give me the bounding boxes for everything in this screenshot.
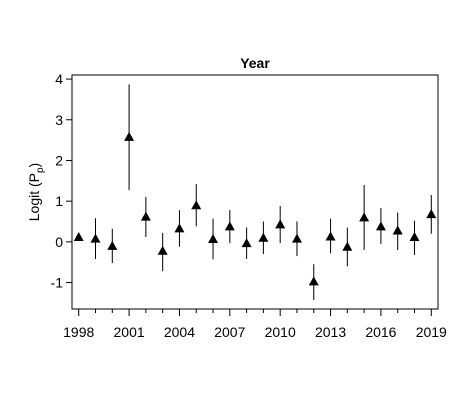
data-point-marker — [392, 225, 403, 235]
x-tick-label: 2019 — [416, 324, 447, 340]
data-point-marker — [275, 219, 286, 229]
y-tick-label: 0 — [55, 234, 63, 250]
y-tick-label: 2 — [55, 152, 63, 168]
data-point-marker — [291, 233, 302, 243]
data-point-marker — [325, 231, 336, 241]
y-tick-label: 3 — [55, 112, 63, 128]
x-tick-label: 2013 — [315, 324, 346, 340]
y-axis-label: Logit (Pp) — [26, 163, 46, 221]
y-axis-label-suffix: ) — [26, 163, 42, 168]
data-point-marker — [140, 211, 151, 221]
data-point-marker — [409, 231, 420, 241]
data-point-marker — [224, 221, 235, 231]
y-tick-label: 1 — [55, 193, 63, 209]
x-tick-label: 2007 — [214, 324, 245, 340]
data-point-marker — [90, 233, 101, 243]
y-tick-label: -1 — [51, 275, 64, 291]
y-axis: -1 0 1 2 3 4 — [51, 71, 72, 291]
data-point-marker — [107, 240, 118, 250]
x-tick-label: 2001 — [114, 324, 145, 340]
y-axis-label-subscript: p — [35, 167, 46, 173]
y-tick-label: 4 — [55, 71, 63, 87]
x-tick-label: 2010 — [265, 324, 296, 340]
x-axis: 1998 2001 2004 2007 2010 2013 2016 2019 — [63, 309, 447, 340]
x-tick-label: 2016 — [365, 324, 396, 340]
x-tick-label: 2004 — [164, 324, 195, 340]
error-bars — [78, 84, 432, 301]
data-point-marker — [359, 212, 370, 222]
data-point-marker — [308, 276, 319, 286]
data-point-marker — [157, 245, 168, 255]
plot-frame — [71, 74, 439, 310]
y-axis-label-main: Logit (P — [26, 173, 42, 221]
data-point-marker — [208, 234, 219, 244]
x-tick-label: 1998 — [63, 324, 94, 340]
data-point-marker — [258, 232, 269, 242]
data-point-marker — [426, 209, 437, 219]
data-points — [73, 131, 437, 286]
data-point-marker — [174, 223, 185, 233]
data-point-marker — [241, 238, 252, 248]
chart-title: Year — [240, 55, 270, 71]
data-point-marker — [375, 221, 386, 231]
data-point-marker — [342, 241, 353, 251]
data-point-marker — [191, 200, 202, 210]
data-point-marker — [124, 131, 135, 141]
data-point-marker — [73, 231, 84, 241]
